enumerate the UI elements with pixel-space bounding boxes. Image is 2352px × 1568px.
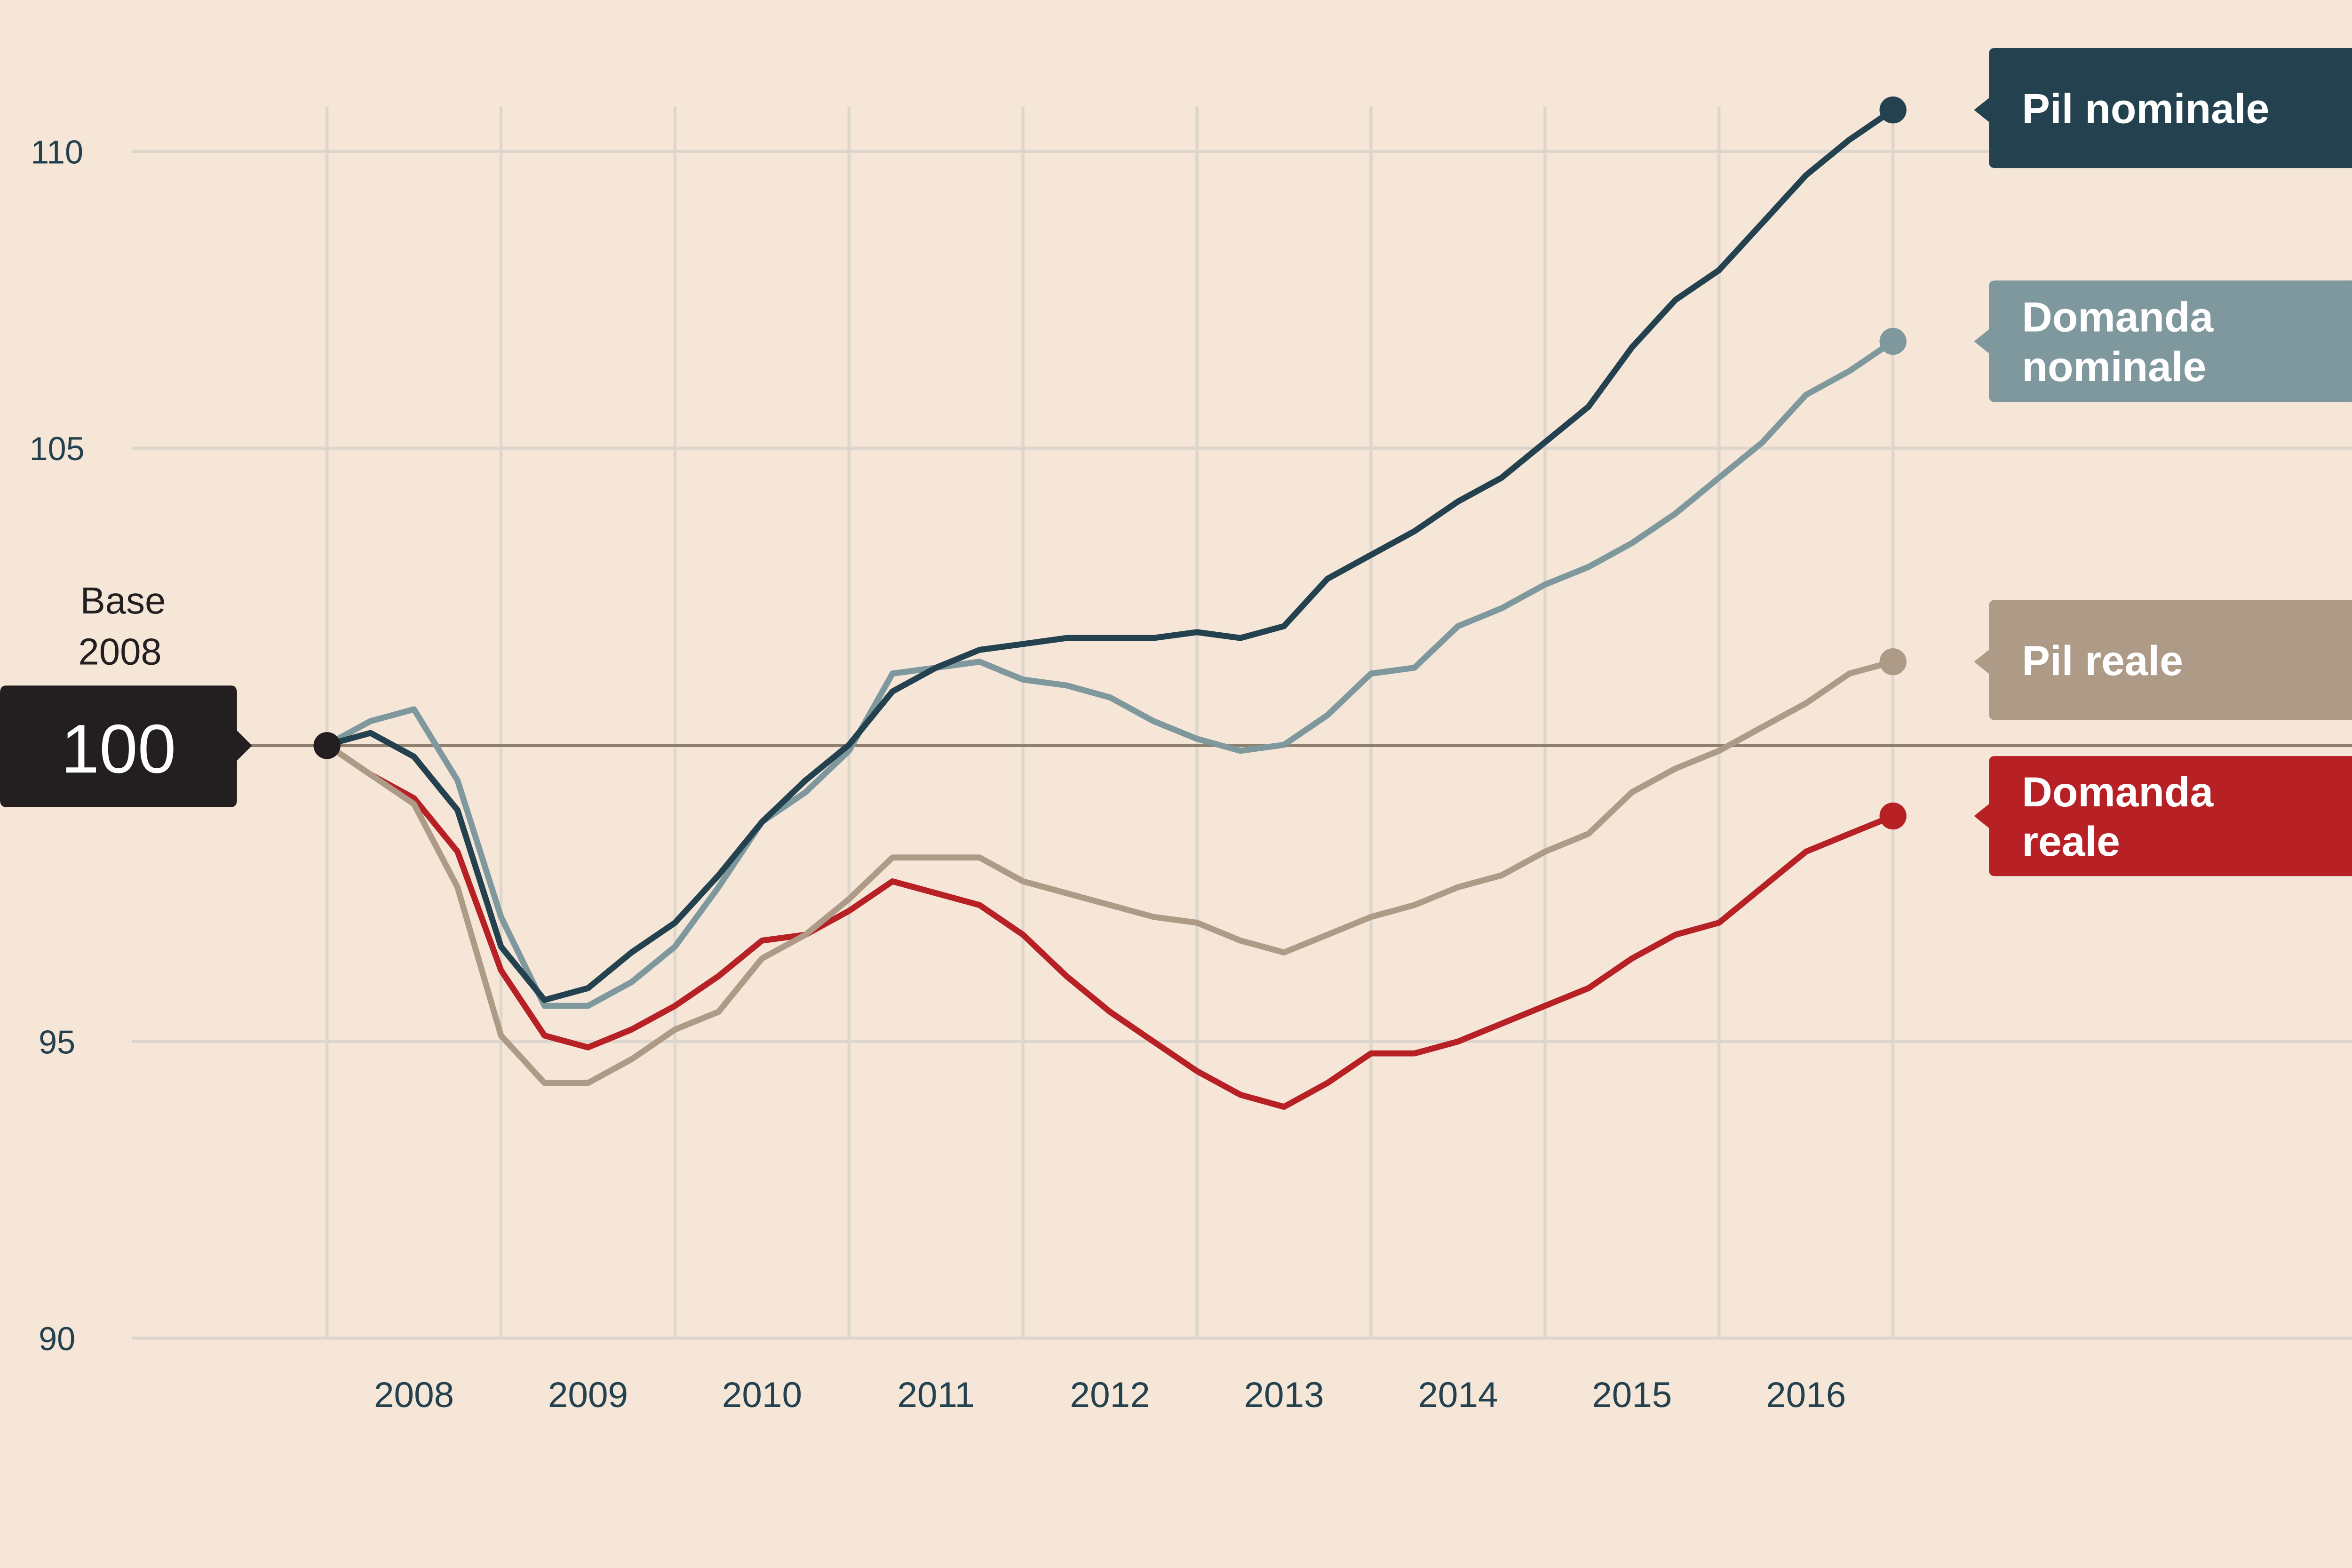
series-label-box-domanda-nominale bbox=[1974, 280, 2352, 402]
base-value-box bbox=[0, 685, 252, 807]
series-group bbox=[325, 96, 1907, 1110]
x-tick-label: 2015 bbox=[1592, 1375, 1672, 1415]
series-label-pil-reale: Pil reale bbox=[2022, 637, 2183, 684]
x-tick-label: 2011 bbox=[898, 1375, 975, 1415]
series-line-pil-reale bbox=[325, 659, 1894, 1086]
series-label-domanda-reale: reale bbox=[2022, 818, 2120, 865]
x-tick-label: 2010 bbox=[722, 1375, 802, 1415]
series-line-pil-nominale bbox=[326, 107, 1895, 1003]
series-end-point-domanda-nominale bbox=[1879, 327, 1907, 355]
base-label-line1: Base bbox=[80, 580, 166, 621]
series-label-pil-nominale: Pil nominale bbox=[2022, 85, 2269, 132]
y-tick-label: 105 bbox=[30, 430, 85, 467]
series-end-point-pil-nominale bbox=[1879, 96, 1907, 124]
x-tick-label: 2016 bbox=[1766, 1375, 1846, 1415]
base-value: 100 bbox=[61, 710, 176, 788]
series-end-point-domanda-reale bbox=[1879, 802, 1907, 830]
x-axis: 2008 2009 2010 2011 2012 2013 2014 2015 2016 bbox=[374, 1375, 1846, 1415]
x-tick-label: 2013 bbox=[1244, 1375, 1324, 1415]
chart-background bbox=[0, 0, 2352, 1448]
grid bbox=[132, 106, 2352, 1340]
series-label-box-pil-reale bbox=[1974, 600, 2352, 720]
x-tick-label: 2014 bbox=[1418, 1375, 1498, 1415]
series-label-box-pil-nominale bbox=[1974, 48, 2352, 168]
x-tick-label: 2009 bbox=[548, 1375, 628, 1415]
series-label-domanda-nominale: Domanda bbox=[2022, 294, 2214, 341]
series-label-box-domanda-reale bbox=[1974, 756, 2352, 876]
y-tick-label: 90 bbox=[39, 1320, 75, 1357]
base-point bbox=[313, 732, 341, 759]
x-tick-label: 2012 bbox=[1070, 1375, 1150, 1415]
series-end-point-pil-reale bbox=[1879, 648, 1907, 676]
series-line-domanda-nominale bbox=[326, 339, 1895, 1009]
x-tick-label: 2008 bbox=[374, 1375, 454, 1415]
series-line-domanda-reale bbox=[325, 742, 1894, 1110]
base-label-line2: 2008 bbox=[78, 631, 161, 673]
series-label-domanda-reale: Domanda bbox=[2022, 768, 2214, 815]
y-tick-label: 110 bbox=[31, 134, 83, 171]
y-tick-label: 95 bbox=[39, 1023, 75, 1060]
y-axis: 90 95 105 110 bbox=[30, 134, 85, 1357]
series-label-domanda-nominale: nominale bbox=[2022, 343, 2206, 390]
